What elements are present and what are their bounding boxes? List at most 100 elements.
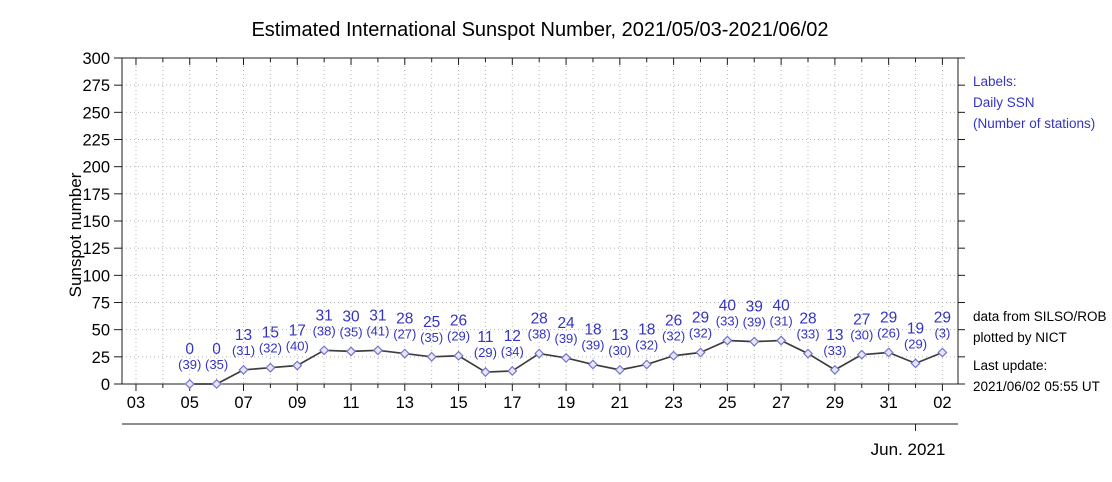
data-point-ssn-label: 17 xyxy=(289,323,306,340)
data-point-marker xyxy=(641,359,652,370)
x-tick-label: 13 xyxy=(396,394,414,412)
y-tick-label: 150 xyxy=(82,213,110,231)
data-point-ssn-label: 13 xyxy=(611,327,628,344)
data-point-ssn-label: 11 xyxy=(477,329,493,346)
data-point-ssn-label: 26 xyxy=(450,313,467,330)
data-point-ssn-label: 18 xyxy=(638,321,655,338)
y-tick-label: 25 xyxy=(92,349,110,367)
x-tick-label: 09 xyxy=(288,394,306,412)
data-point-ssn-label: 0 xyxy=(212,341,221,358)
data-point-stations-label: (30) xyxy=(608,343,631,358)
data-point-ssn-label: 40 xyxy=(719,298,737,315)
x-tick-label: 05 xyxy=(181,394,199,412)
legend-note-line: Daily SSN xyxy=(973,95,1035,110)
data-point-marker xyxy=(184,378,195,390)
y-axis-title: Sunspot number xyxy=(66,172,85,298)
data-point-ssn-label: 25 xyxy=(423,314,440,331)
data-point-stations-label: (30) xyxy=(850,328,873,343)
x-tick-label: 07 xyxy=(234,394,252,412)
data-point-stations-label: (32) xyxy=(662,329,685,344)
data-point-stations-label: (33) xyxy=(716,314,739,329)
y-tick-label: 75 xyxy=(92,295,110,313)
data-point-marker xyxy=(399,348,410,359)
last-update-note: Last update: 2021/06/02 05:55 UT xyxy=(973,355,1100,397)
data-point-marker xyxy=(802,348,814,359)
data-point-stations-label: (32) xyxy=(259,341,282,356)
legend-note: Labels: Daily SSN (Number of stations) xyxy=(973,71,1095,134)
month-axis-label: Jun. 2021 xyxy=(870,440,946,459)
data-point-stations-label: (31) xyxy=(232,343,255,358)
x-tick-label: 17 xyxy=(503,394,521,412)
data-point-ssn-label: 18 xyxy=(584,321,601,338)
y-tick-label: 200 xyxy=(82,159,110,177)
data-point-ssn-label: 28 xyxy=(396,311,413,328)
data-point-marker xyxy=(426,351,437,362)
data-point-ssn-label: 29 xyxy=(692,309,709,326)
data-point-marker xyxy=(776,335,787,346)
data-point-ssn-label: 29 xyxy=(934,309,951,326)
data-point-stations-label: (40) xyxy=(286,339,309,354)
data-point-stations-label: (31) xyxy=(770,314,793,329)
data-point-marker xyxy=(345,346,357,357)
data-point-ssn-label: 26 xyxy=(665,313,682,330)
data-point-ssn-label: 27 xyxy=(853,312,870,329)
data-point-stations-label: (32) xyxy=(635,337,658,352)
data-point-stations-label: (35) xyxy=(420,330,443,345)
data-point-marker xyxy=(829,364,840,375)
data-point-marker xyxy=(319,345,330,356)
data-point-marker xyxy=(372,345,383,356)
legend-note-line: (Number of stations) xyxy=(973,116,1096,131)
y-tick-label: 50 xyxy=(92,322,110,340)
last-update-value: 2021/06/02 05:55 UT xyxy=(973,379,1100,394)
data-point-marker xyxy=(292,360,303,371)
data-point-stations-label: (26) xyxy=(877,325,900,340)
data-point-stations-label: (39) xyxy=(743,315,766,330)
x-tick-label: 21 xyxy=(611,394,629,412)
data-point-marker xyxy=(614,364,625,375)
data-point-marker xyxy=(561,352,572,363)
data-point-stations-label: (38) xyxy=(528,327,551,342)
data-point-ssn-label: 30 xyxy=(342,308,360,325)
data-point-ssn-label: 19 xyxy=(907,320,924,337)
y-tick-label: 175 xyxy=(82,186,110,204)
y-tick-label: 0 xyxy=(101,376,110,394)
data-point-stations-label: (29) xyxy=(904,336,927,351)
last-update-label: Last update: xyxy=(973,358,1048,373)
y-tick-label: 300 xyxy=(82,50,110,68)
data-point-marker xyxy=(722,335,733,346)
data-point-ssn-label: 28 xyxy=(799,311,816,328)
data-point-marker xyxy=(507,365,518,377)
data-point-marker xyxy=(749,336,760,347)
data-point-marker xyxy=(534,348,545,359)
x-tick-label: 11 xyxy=(342,394,359,412)
x-tick-label: 25 xyxy=(718,394,736,412)
data-point-ssn-label: 40 xyxy=(772,298,790,315)
data-point-marker xyxy=(910,358,921,369)
x-tick-label: 31 xyxy=(879,394,897,412)
data-point-stations-label: (39) xyxy=(581,337,604,352)
data-point-marker xyxy=(587,359,599,370)
y-tick-label: 250 xyxy=(82,104,110,122)
data-point-marker xyxy=(238,364,249,375)
data-point-marker xyxy=(480,366,491,378)
data-point-stations-label: (3) xyxy=(934,325,950,340)
data-point-stations-label: (35) xyxy=(339,324,362,339)
data-point-ssn-label: 0 xyxy=(185,341,194,358)
y-tick-label: 225 xyxy=(82,132,110,150)
data-point-ssn-label: 39 xyxy=(746,299,763,316)
x-tick-label: 29 xyxy=(826,394,844,412)
data-point-marker xyxy=(453,350,464,361)
data-point-marker xyxy=(265,362,276,373)
data-credit-note: data from SILSO/ROB plotted by NICT xyxy=(973,306,1107,348)
data-point-stations-label: (35) xyxy=(205,357,228,372)
data-point-marker xyxy=(937,347,948,358)
data-point-ssn-label: 15 xyxy=(262,325,279,342)
data-point-stations-label: (32) xyxy=(689,325,712,340)
data-point-stations-label: (29) xyxy=(447,329,470,344)
data-credit-line: data from SILSO/ROB xyxy=(973,309,1107,324)
data-point-ssn-label: 12 xyxy=(504,328,521,345)
data-point-stations-label: (33) xyxy=(796,327,819,342)
data-point-stations-label: (39) xyxy=(178,357,201,372)
